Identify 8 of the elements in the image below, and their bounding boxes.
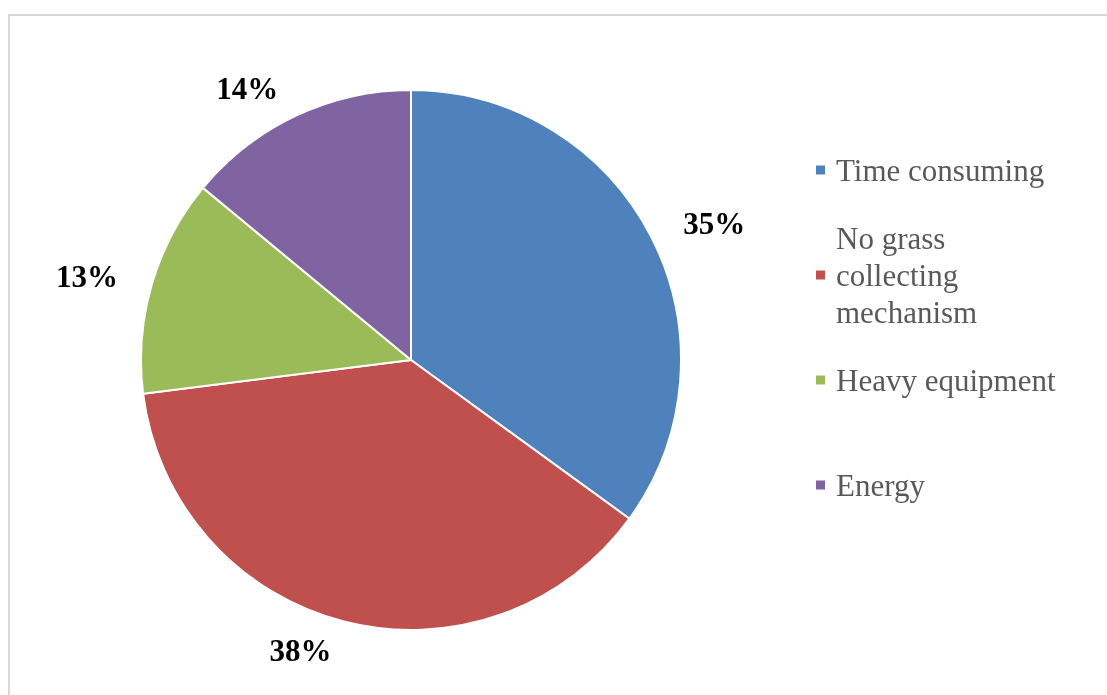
legend-label: Time consuming bbox=[836, 152, 1045, 188]
legend-label: Energy bbox=[836, 467, 926, 503]
legend-label: Heavy equipment bbox=[836, 362, 1056, 398]
data-label: 13% bbox=[55, 258, 118, 294]
legend-label: No grass collecting mechanism bbox=[836, 220, 978, 330]
data-label: 35% bbox=[683, 206, 746, 242]
data-label: 14% bbox=[216, 71, 279, 107]
data-label: 38% bbox=[269, 633, 332, 669]
